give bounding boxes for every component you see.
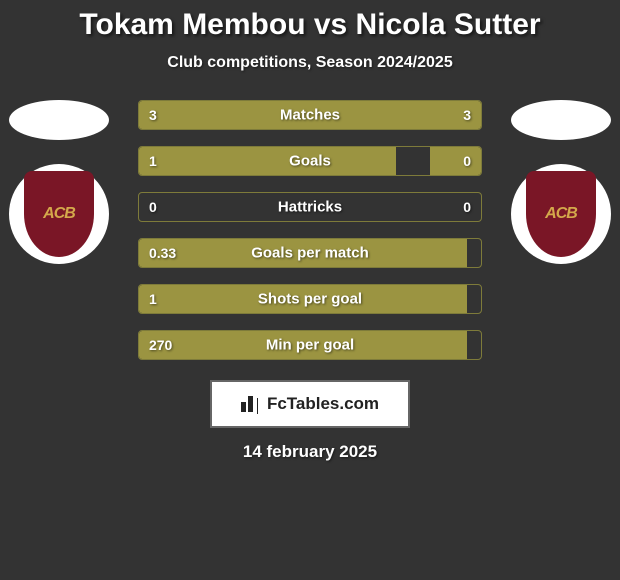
stat-value-left: 0.33 bbox=[149, 245, 176, 261]
stat-label: Goals bbox=[289, 153, 331, 170]
stats-bars: Matches 3 3 Goals 1 0 Hattricks 0 0 Goals per mat… bbox=[138, 100, 482, 360]
club-badge-right: ACB bbox=[511, 164, 611, 264]
stat-value-right: 0 bbox=[463, 153, 471, 169]
stat-row: Matches 3 3 bbox=[138, 100, 482, 130]
badge-text-left: ACB bbox=[43, 205, 75, 223]
stat-row: Shots per goal 1 bbox=[138, 284, 482, 314]
stat-value-left: 1 bbox=[149, 153, 157, 169]
badge-text-right: ACB bbox=[545, 205, 577, 223]
stat-value-left: 0 bbox=[149, 199, 157, 215]
stat-label: Goals per match bbox=[251, 245, 369, 262]
footer: FcTables.com 14 february 2025 bbox=[210, 380, 410, 462]
stat-fill-right bbox=[430, 147, 481, 175]
main-row: ACB Matches 3 3 Goals 1 0 Hattricks 0 0 Goals per… bbox=[0, 100, 620, 360]
brand-box[interactable]: FcTables.com bbox=[210, 380, 410, 428]
stat-label: Hattricks bbox=[278, 199, 342, 216]
stat-value-left: 1 bbox=[149, 291, 157, 307]
stat-fill-left bbox=[139, 147, 396, 175]
right-player-col: ACB bbox=[502, 100, 620, 264]
badge-shield-right: ACB bbox=[526, 171, 596, 257]
stat-value-right: 0 bbox=[463, 199, 471, 215]
player-photo-right bbox=[511, 100, 611, 140]
stat-row: Hattricks 0 0 bbox=[138, 192, 482, 222]
brand-text: FcTables.com bbox=[267, 394, 379, 414]
stat-label: Min per goal bbox=[266, 337, 354, 354]
page-subtitle: Club competitions, Season 2024/2025 bbox=[167, 54, 452, 72]
stat-value-left: 270 bbox=[149, 337, 172, 353]
stat-label: Shots per goal bbox=[258, 291, 362, 308]
badge-shield-left: ACB bbox=[24, 171, 94, 257]
stat-row: Min per goal 270 bbox=[138, 330, 482, 360]
stat-label: Matches bbox=[280, 107, 340, 124]
comparison-card: Tokam Membou vs Nicola Sutter Club compe… bbox=[0, 0, 620, 462]
stat-value-left: 3 bbox=[149, 107, 157, 123]
left-player-col: ACB bbox=[0, 100, 118, 264]
player-photo-left bbox=[9, 100, 109, 140]
club-badge-left: ACB bbox=[9, 164, 109, 264]
page-title: Tokam Membou vs Nicola Sutter bbox=[79, 8, 540, 42]
stat-row: Goals 1 0 bbox=[138, 146, 482, 176]
stat-row: Goals per match 0.33 bbox=[138, 238, 482, 268]
stat-value-right: 3 bbox=[463, 107, 471, 123]
brand-bars-icon bbox=[241, 396, 261, 412]
date-text: 14 february 2025 bbox=[243, 442, 377, 462]
